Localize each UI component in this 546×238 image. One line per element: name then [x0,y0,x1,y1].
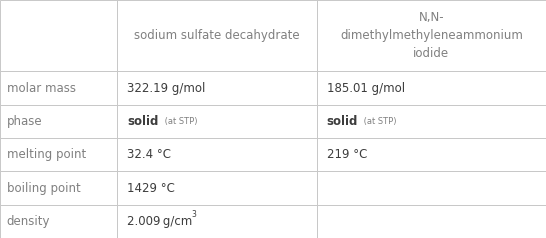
Text: molar mass: molar mass [7,82,75,94]
Text: 32.4 °C: 32.4 °C [127,148,171,161]
Text: 2.009 g/cm: 2.009 g/cm [127,215,193,228]
Text: melting point: melting point [7,148,86,161]
Bar [0,105,117,138]
Bar [0,138,117,171]
Bar [0,205,117,238]
Text: (at STP): (at STP) [361,117,396,126]
Bar [0,171,117,205]
Bar [317,105,546,138]
Bar [317,71,546,105]
Text: 219 °C: 219 °C [327,148,367,161]
Bar [317,0,546,71]
Text: boiling point: boiling point [7,182,80,194]
Bar [117,105,317,138]
Text: density: density [7,215,50,228]
Text: N,N-
dimethylmethyleneammonium
iodide: N,N- dimethylmethyleneammonium iodide [340,11,523,60]
Bar [117,138,317,171]
Text: 1429 °C: 1429 °C [127,182,175,194]
Bar [317,171,546,205]
Text: solid: solid [327,115,358,128]
Text: (at STP): (at STP) [162,117,197,126]
Bar [0,71,117,105]
Text: 3: 3 [192,209,197,218]
Text: 322.19 g/mol: 322.19 g/mol [127,82,206,94]
Bar [117,0,317,71]
Text: phase: phase [7,115,42,128]
Text: 185.01 g/mol: 185.01 g/mol [327,82,405,94]
Bar [0,0,117,71]
Text: sodium sulfate decahydrate: sodium sulfate decahydrate [134,29,300,42]
Bar [317,205,546,238]
Bar [117,71,317,105]
Bar [117,205,317,238]
Bar [117,171,317,205]
Bar [317,138,546,171]
Text: solid: solid [127,115,158,128]
